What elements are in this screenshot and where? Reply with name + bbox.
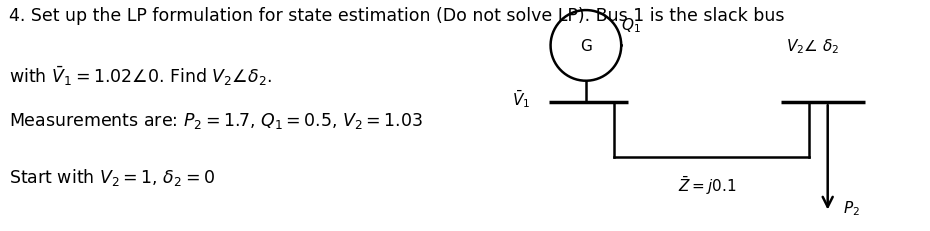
- Text: $P_2$: $P_2$: [843, 199, 859, 217]
- Text: $\bar{Z}=j0.1$: $\bar{Z}=j0.1$: [678, 174, 736, 196]
- Text: $V_2\angle\ \delta_2$: $V_2\angle\ \delta_2$: [786, 37, 839, 55]
- Text: Measurements are: $P_2 = 1.7$, $Q_1 = 0.5$, $V_2 = 1.03$: Measurements are: $P_2 = 1.7$, $Q_1 = 0.…: [9, 111, 423, 131]
- Text: Start with $V_2 = 1$, $\delta_{2} = 0$: Start with $V_2 = 1$, $\delta_{2} = 0$: [9, 166, 215, 187]
- Text: $\bar{V}_1$: $\bar{V}_1$: [512, 87, 530, 109]
- Text: 4. Set up the LP formulation for state estimation (Do not solve LP). Bus 1 is th: 4. Set up the LP formulation for state e…: [9, 7, 785, 25]
- Text: G: G: [580, 39, 591, 54]
- Text: with $\bar{V}_1 = 1.02\angle 0$. Find $V_2\angle\delta_2$.: with $\bar{V}_1 = 1.02\angle 0$. Find $V…: [9, 65, 272, 88]
- Text: $Q_1$: $Q_1$: [621, 16, 641, 35]
